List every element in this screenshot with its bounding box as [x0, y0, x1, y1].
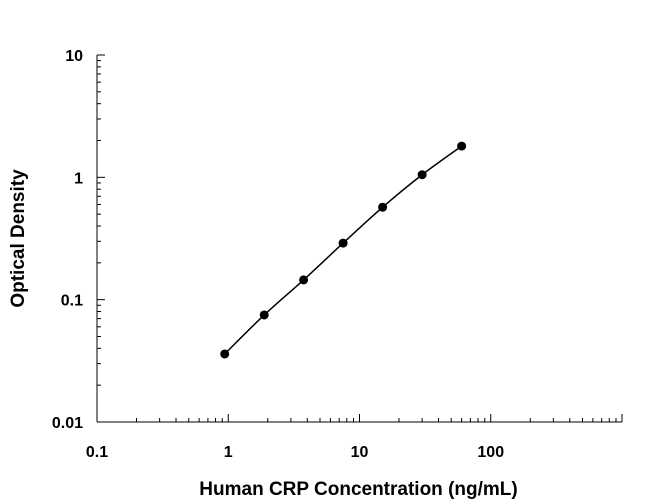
data-point: [220, 349, 230, 359]
x-tick-label: 0.1: [86, 444, 108, 461]
fit-curve: [224, 145, 463, 355]
y-axis-title: Optical Density: [8, 169, 29, 308]
x-tick-label: 1: [224, 444, 233, 461]
y-tick-label: 10: [65, 48, 83, 65]
data-point: [299, 275, 309, 285]
x-tick-label: 100: [477, 444, 504, 461]
data-point: [259, 310, 269, 320]
y-tick-label: 1: [74, 170, 83, 187]
x-axis-title: Human CRP Concentration (ng/mL): [199, 479, 517, 500]
y-tick-label: 0.01: [52, 415, 83, 432]
data-point: [417, 170, 427, 180]
y-tick-label: 0.1: [61, 293, 83, 310]
data-point: [457, 141, 467, 151]
data-point: [338, 238, 348, 248]
x-tick-label: 10: [351, 444, 369, 461]
data-point: [378, 202, 388, 212]
